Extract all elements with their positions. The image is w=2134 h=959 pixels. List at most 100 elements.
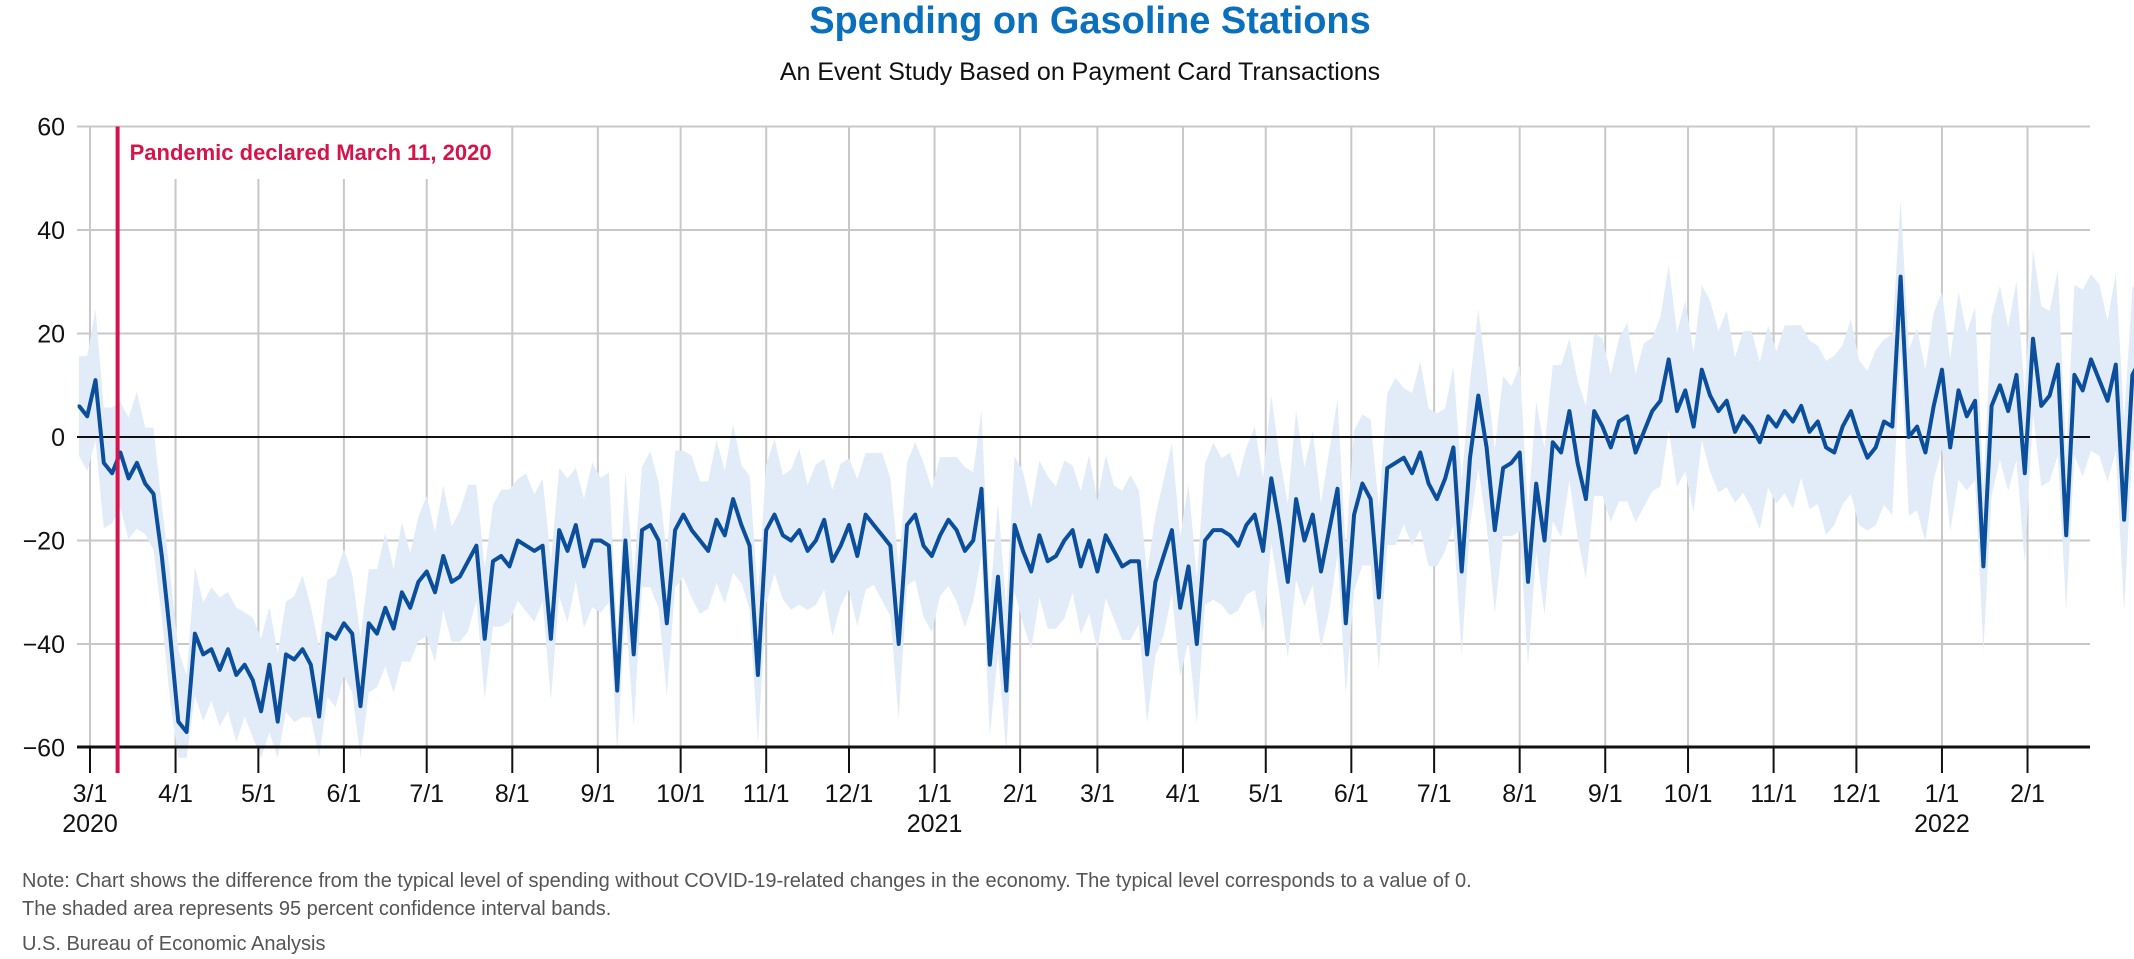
data-point	[185, 730, 189, 734]
data-point	[1750, 425, 1753, 429]
data-point	[1443, 476, 1447, 480]
data-point	[1766, 414, 1770, 418]
x-tick-label: 2/1	[2010, 780, 2045, 808]
data-point	[1485, 445, 1489, 449]
data-point	[2015, 373, 2018, 377]
data-point	[325, 632, 329, 636]
data-point	[350, 632, 354, 636]
data-point	[789, 539, 793, 542]
x-tick-label: 1/1	[1925, 780, 1960, 808]
data-point	[2130, 373, 2134, 377]
data-point	[1178, 606, 1182, 610]
data-point	[1013, 523, 1017, 527]
data-point	[1037, 533, 1041, 537]
data-point	[1336, 487, 1339, 491]
data-point	[922, 544, 925, 548]
data-point	[1029, 570, 1033, 573]
data-point	[549, 637, 553, 641]
data-point	[1816, 420, 1820, 423]
data-point	[1650, 409, 1654, 413]
data-point	[284, 652, 288, 656]
data-point	[1899, 275, 1903, 279]
data-point	[1526, 580, 1530, 584]
data-point	[1195, 642, 1199, 646]
data-point	[706, 549, 710, 553]
data-point	[756, 673, 760, 677]
data-point	[988, 663, 992, 667]
data-point	[830, 559, 834, 563]
data-point	[739, 523, 743, 527]
data-point	[980, 487, 983, 491]
data-point	[1865, 456, 1869, 460]
data-point	[441, 554, 445, 558]
y-tick-label: 20	[37, 321, 65, 349]
x-tick-label: 4/1	[158, 780, 193, 808]
data-point	[797, 528, 801, 532]
data-point	[681, 513, 685, 517]
data-point	[715, 518, 718, 522]
data-point	[234, 673, 238, 677]
data-point	[1667, 357, 1671, 361]
data-point	[1269, 476, 1273, 480]
data-point	[1509, 461, 1513, 465]
data-point	[1716, 409, 1720, 413]
note-line-2: The shaded area represents 95 percent co…	[22, 898, 612, 920]
x-tick-label: 5/1	[1248, 780, 1283, 808]
data-point	[243, 663, 247, 667]
data-point	[2039, 404, 2043, 408]
data-point	[930, 554, 934, 558]
data-point	[1236, 544, 1240, 548]
data-point	[566, 549, 569, 553]
data-point	[1104, 533, 1108, 537]
data-point	[2031, 337, 2035, 341]
data-point	[1675, 409, 1679, 413]
data-point	[1874, 445, 1878, 449]
data-point	[1923, 451, 1927, 454]
data-point	[1543, 539, 1546, 542]
data-point	[508, 564, 511, 568]
data-point	[1725, 399, 1729, 403]
y-tick-label: 0	[51, 424, 65, 452]
data-point	[1385, 466, 1389, 470]
data-point	[822, 518, 826, 522]
data-point	[648, 523, 652, 527]
data-point	[1476, 394, 1480, 398]
x-tick-label: 11/1	[1750, 780, 1797, 808]
data-point	[1360, 482, 1364, 486]
data-point	[168, 632, 172, 636]
data-point	[623, 539, 627, 542]
data-point	[1534, 482, 1538, 486]
data-point	[1592, 409, 1596, 413]
data-point	[1261, 549, 1265, 553]
event-label: Pandemic declared March 11, 2020	[130, 140, 492, 165]
data-point	[1741, 414, 1745, 418]
data-point	[1145, 652, 1149, 656]
data-point	[1377, 595, 1381, 599]
data-point	[1394, 461, 1397, 465]
data-point	[1460, 570, 1464, 573]
data-point	[1758, 440, 1762, 444]
x-year-label: 2020	[62, 810, 118, 838]
data-points	[77, 275, 2134, 734]
data-point	[1700, 368, 1704, 372]
data-point	[880, 533, 884, 537]
data-point	[1062, 539, 1066, 542]
x-tick-label: 4/1	[1166, 780, 1201, 808]
data-point	[259, 709, 263, 713]
data-point	[1957, 388, 1960, 392]
y-axis: 60 40 20 0 −20 −40 −60	[23, 114, 65, 763]
data-point	[1087, 539, 1091, 542]
data-point	[483, 637, 487, 641]
data-point	[267, 663, 271, 667]
data-point	[400, 590, 404, 594]
data-point	[1120, 564, 1124, 568]
data-point	[1783, 409, 1787, 413]
data-point	[1584, 497, 1588, 501]
data-point	[1559, 451, 1563, 454]
data-point	[773, 513, 776, 517]
data-point	[1203, 539, 1207, 542]
data-point	[1981, 564, 1985, 568]
data-point	[723, 533, 727, 537]
x-tick-label: 6/1	[1334, 780, 1369, 808]
